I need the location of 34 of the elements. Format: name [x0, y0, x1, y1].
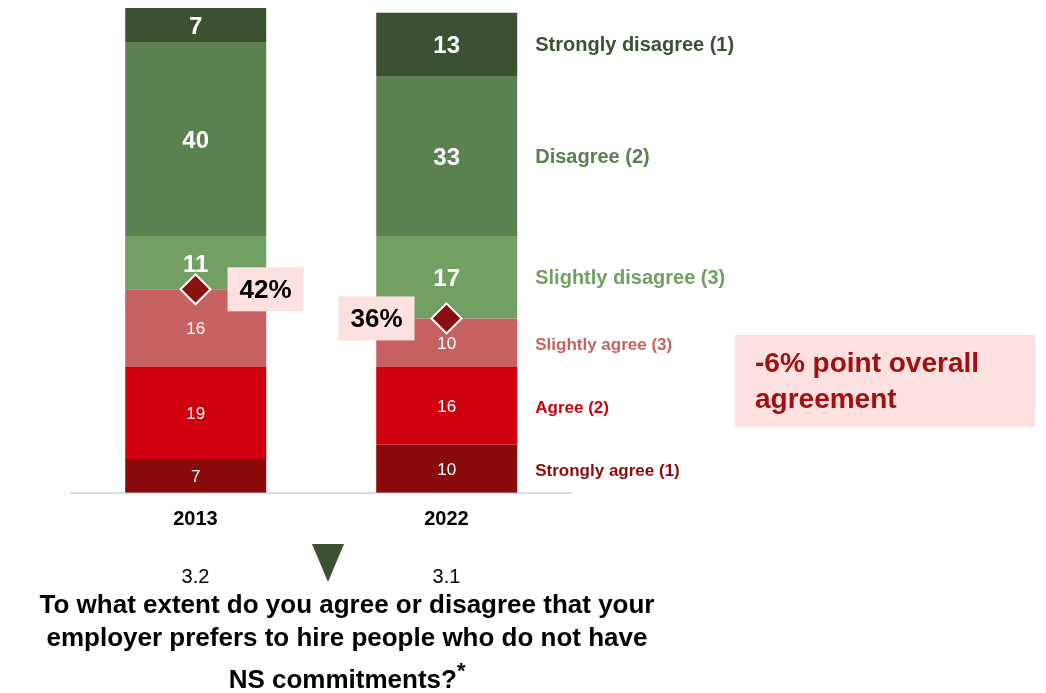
bar	[125, 459, 267, 493]
data-label: 10	[437, 333, 457, 353]
text: -6% point overall agreement	[735, 335, 1035, 427]
data-label: 16	[186, 319, 206, 339]
bar	[376, 444, 518, 493]
data-label: 33	[433, 142, 461, 170]
data-label: 17	[433, 264, 461, 292]
series-label: Strongly agree (1)	[535, 460, 680, 480]
bar	[125, 41, 267, 236]
x-tick-label: 2022	[424, 507, 469, 529]
x-axis-title: To what extent do you agree or disagree that your employer prefers to hire people who do not have NS commitments?$^{*}$	[38, 588, 656, 693]
text: 3.1	[432, 565, 461, 587]
text: 3.2	[181, 565, 210, 587]
series-label: Strongly disagree (1)	[535, 33, 735, 56]
bar	[376, 75, 518, 236]
data-label: 36%	[350, 303, 403, 334]
bar	[376, 366, 518, 445]
data-label: 11	[183, 249, 209, 277]
data-label: 42%	[239, 274, 292, 305]
series-label: Slightly agree (3)	[535, 334, 673, 354]
bar	[125, 366, 267, 460]
data-label: 10	[437, 459, 457, 479]
series-label: Disagree (2)	[535, 144, 650, 167]
data-label: 7	[189, 11, 203, 39]
series-label: Agree (2)	[535, 397, 609, 417]
data-label: 19	[186, 403, 206, 423]
series-label: Slightly disagree (3)	[535, 266, 726, 289]
bar	[376, 12, 518, 76]
data-label: 7	[190, 467, 201, 487]
x-tick-label: 2013	[173, 507, 218, 529]
data-label: 40	[182, 125, 210, 153]
data-label: 16	[437, 396, 457, 416]
data-label: 13	[433, 31, 461, 59]
bar	[125, 8, 267, 42]
